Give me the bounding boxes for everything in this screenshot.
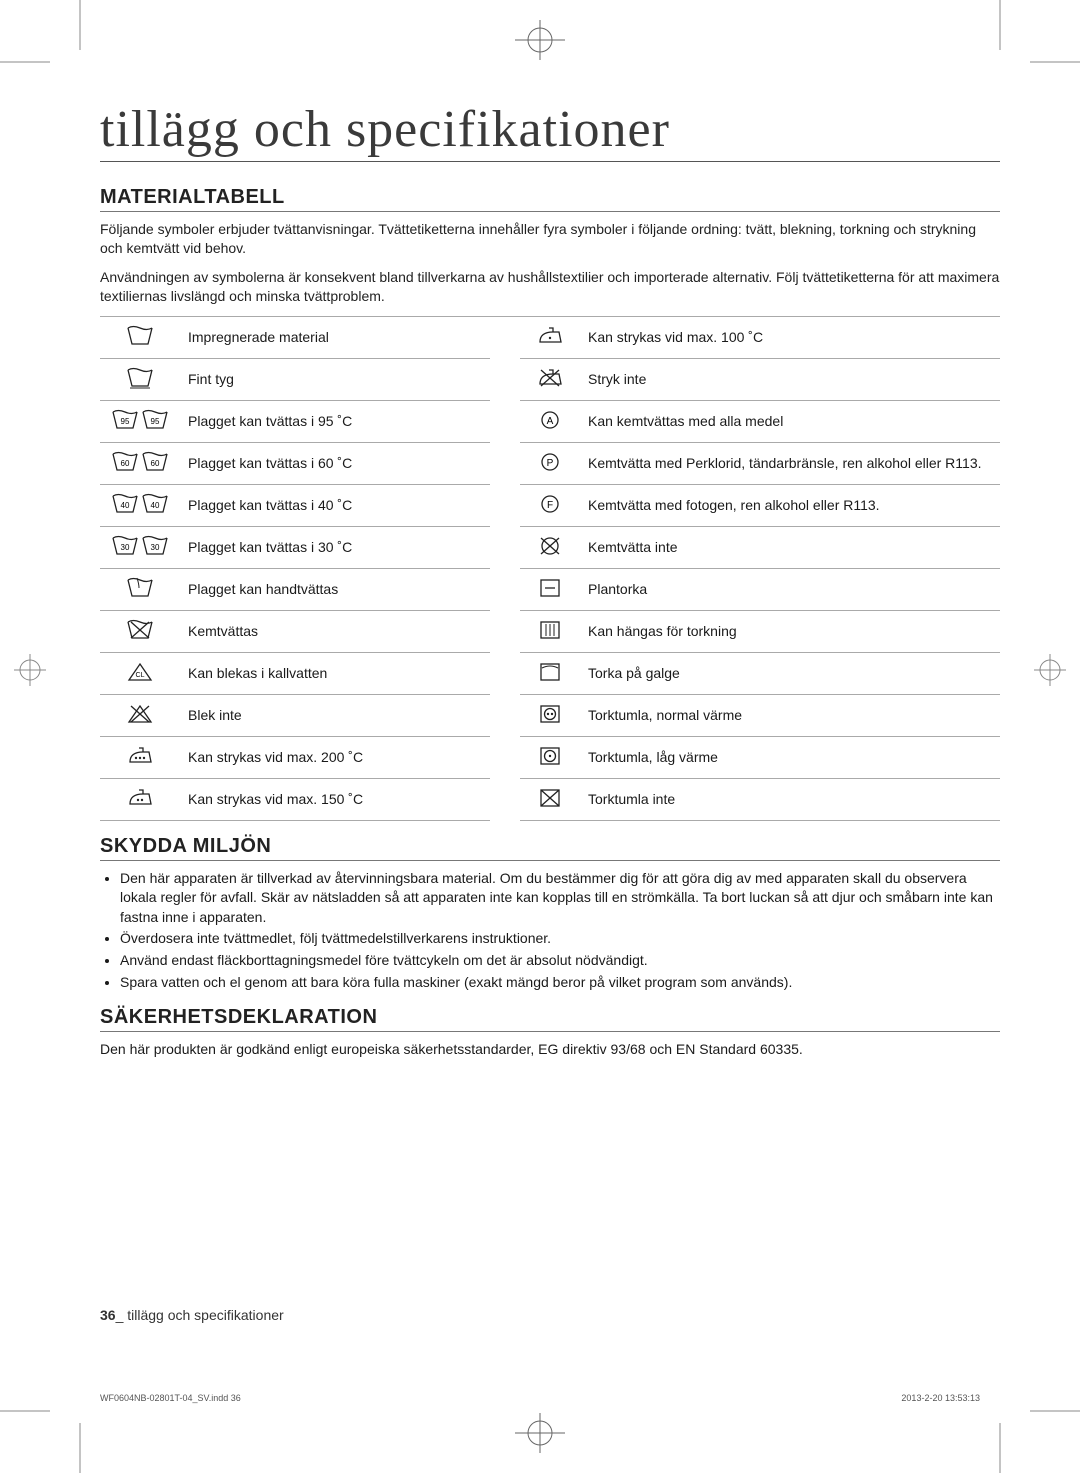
left-icon <box>100 736 180 778</box>
left-text: Fint tyg <box>180 358 490 400</box>
indd-right: 2013-2-20 13:53:13 <box>901 1393 980 1403</box>
table-row: Plagget kan handtvättas Plantorka <box>100 568 1000 610</box>
svg-text:CL: CL <box>136 672 145 679</box>
table-row: Kemtvättas Kan hängas för torkning <box>100 610 1000 652</box>
right-text: Kemtvätta med fotogen, ren alkohol eller… <box>580 484 1000 526</box>
right-text: Plantorka <box>580 568 1000 610</box>
right-text: Torktumla inte <box>580 778 1000 820</box>
page-footer: 36_ tillägg och specifikationer <box>100 1307 284 1323</box>
right-icon: F <box>520 484 580 526</box>
bullet-item: Den här apparaten är tillverkad av återv… <box>120 869 1000 928</box>
heading-sakerhet: SÄKERHETSDEKLARATION <box>100 1006 1000 1032</box>
right-icon: P <box>520 442 580 484</box>
page-number: 36 <box>100 1307 116 1323</box>
svg-text:A: A <box>547 416 554 427</box>
svg-text:F: F <box>547 500 553 511</box>
left-icon: 40 40 <box>100 484 180 526</box>
heading-materialtabell: MATERIALTABELL <box>100 186 1000 212</box>
left-text: Plagget kan tvättas i 30 ˚C <box>180 526 490 568</box>
left-icon <box>100 568 180 610</box>
left-text: Kan strykas vid max. 200 ˚C <box>180 736 490 778</box>
right-text: Kan strykas vid max. 100 ˚C <box>580 316 1000 358</box>
table-row: 40 40 Plagget kan tvättas i 40 ˚C F Kemtvätt… <box>100 484 1000 526</box>
left-icon: 30 30 <box>100 526 180 568</box>
material-table: Impregnerade material Kan strykas vid max… <box>100 316 1000 821</box>
left-text: Plagget kan tvättas i 60 ˚C <box>180 442 490 484</box>
right-icon <box>520 694 580 736</box>
right-text: Torktumla, låg värme <box>580 736 1000 778</box>
register-mark-top <box>510 20 570 60</box>
table-row: Fint tyg Stryk inte <box>100 358 1000 400</box>
table-row: 60 60 Plagget kan tvättas i 60 ˚C P Kemtvätt… <box>100 442 1000 484</box>
table-row: 30 30 Plagget kan tvättas i 30 ˚C Kemtvätta… <box>100 526 1000 568</box>
svg-text:40: 40 <box>121 501 130 510</box>
right-text: Kan kemtvättas med alla medel <box>580 400 1000 442</box>
right-icon <box>520 610 580 652</box>
table-row: CL Kan blekas i kallvatten Torka på galge <box>100 652 1000 694</box>
left-icon <box>100 778 180 820</box>
left-icon: 95 95 <box>100 400 180 442</box>
bullet-item: Överdosera inte tvättmedlet, följ tvättm… <box>120 929 1000 949</box>
bullet-item: Använd endast fläckborttagningsmedel för… <box>120 951 1000 971</box>
heading-miljon: SKYDDA MILJÖN <box>100 835 1000 861</box>
indd-left: WF0604NB-02801T-04_SV.indd 36 <box>100 1393 241 1403</box>
intro-2: Användningen av symbolerna är konsekvent… <box>100 268 1000 306</box>
svg-text:95: 95 <box>121 417 130 426</box>
left-icon: CL <box>100 652 180 694</box>
svg-text:95: 95 <box>151 417 160 426</box>
table-row: 95 95 Plagget kan tvättas i 95 ˚C A Kan kemt… <box>100 400 1000 442</box>
svg-text:P: P <box>547 458 554 469</box>
table-row: Kan strykas vid max. 200 ˚C Torktumla, lå… <box>100 736 1000 778</box>
svg-text:60: 60 <box>151 459 160 468</box>
left-icon <box>100 610 180 652</box>
page-title: tillägg och specifikationer <box>100 100 1000 162</box>
bullet-item: Spara vatten och el genom att bara köra … <box>120 973 1000 993</box>
left-text: Plagget kan tvättas i 95 ˚C <box>180 400 490 442</box>
right-icon <box>520 316 580 358</box>
right-text: Torka på galge <box>580 652 1000 694</box>
right-text: Kan hängas för torkning <box>580 610 1000 652</box>
table-row: Kan strykas vid max. 150 ˚C Torktumla int… <box>100 778 1000 820</box>
right-icon: A <box>520 400 580 442</box>
left-text: Impregnerade material <box>180 316 490 358</box>
left-text: Plagget kan tvättas i 40 ˚C <box>180 484 490 526</box>
left-text: Kemtvättas <box>180 610 490 652</box>
miljon-bullets: Den här apparaten är tillverkad av återv… <box>120 869 1000 993</box>
left-text: Plagget kan handtvättas <box>180 568 490 610</box>
right-icon <box>520 358 580 400</box>
left-text: Kan strykas vid max. 150 ˚C <box>180 778 490 820</box>
register-mark-bottom <box>510 1413 570 1453</box>
left-text: Kan blekas i kallvatten <box>180 652 490 694</box>
table-row: Blek inte Torktumla, normal värme <box>100 694 1000 736</box>
left-icon <box>100 358 180 400</box>
right-text: Kemtvätta inte <box>580 526 1000 568</box>
intro-1: Följande symboler erbjuder tvättanvisnin… <box>100 220 1000 258</box>
right-icon <box>520 736 580 778</box>
page-label: _ tillägg och specifikationer <box>116 1307 284 1323</box>
right-icon <box>520 526 580 568</box>
right-icon <box>520 778 580 820</box>
svg-text:30: 30 <box>121 543 130 552</box>
right-icon <box>520 652 580 694</box>
svg-text:40: 40 <box>151 501 160 510</box>
left-icon <box>100 694 180 736</box>
right-icon <box>520 568 580 610</box>
left-text: Blek inte <box>180 694 490 736</box>
svg-text:60: 60 <box>121 459 130 468</box>
left-icon: 60 60 <box>100 442 180 484</box>
svg-text:30: 30 <box>151 543 160 552</box>
sakerhet-body: Den här produkten är godkänd enligt euro… <box>100 1040 1000 1060</box>
right-text: Stryk inte <box>580 358 1000 400</box>
table-row: Impregnerade material Kan strykas vid max… <box>100 316 1000 358</box>
right-text: Kemtvätta med Perklorid, tändarbränsle, … <box>580 442 1000 484</box>
right-text: Torktumla, normal värme <box>580 694 1000 736</box>
left-icon <box>100 316 180 358</box>
